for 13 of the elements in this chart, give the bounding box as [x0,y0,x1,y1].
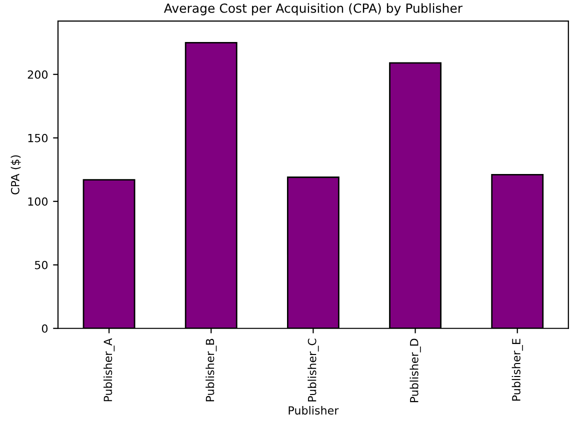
y-tick-label: 50 [34,260,48,270]
x-tick-label: Publisher_B [206,338,217,402]
y-tick-label: 200 [28,70,48,79]
x-tick-label: Publisher_D [410,338,421,402]
x-tick-label: Publisher_C [308,338,319,402]
y-tick-label: 100 [28,197,48,206]
x-tick-label: Publisher_A [104,338,115,402]
y-axis-title: CPA ($) [10,155,21,194]
y-tick-label: 0 [42,324,48,333]
chart-title: Average Cost per Acquisition (CPA) by Publisher [164,3,463,16]
x-tick-label: Publisher_E [512,338,523,401]
x-axis-title: Publisher [288,406,339,415]
y-tick-label: 150 [28,134,48,142]
